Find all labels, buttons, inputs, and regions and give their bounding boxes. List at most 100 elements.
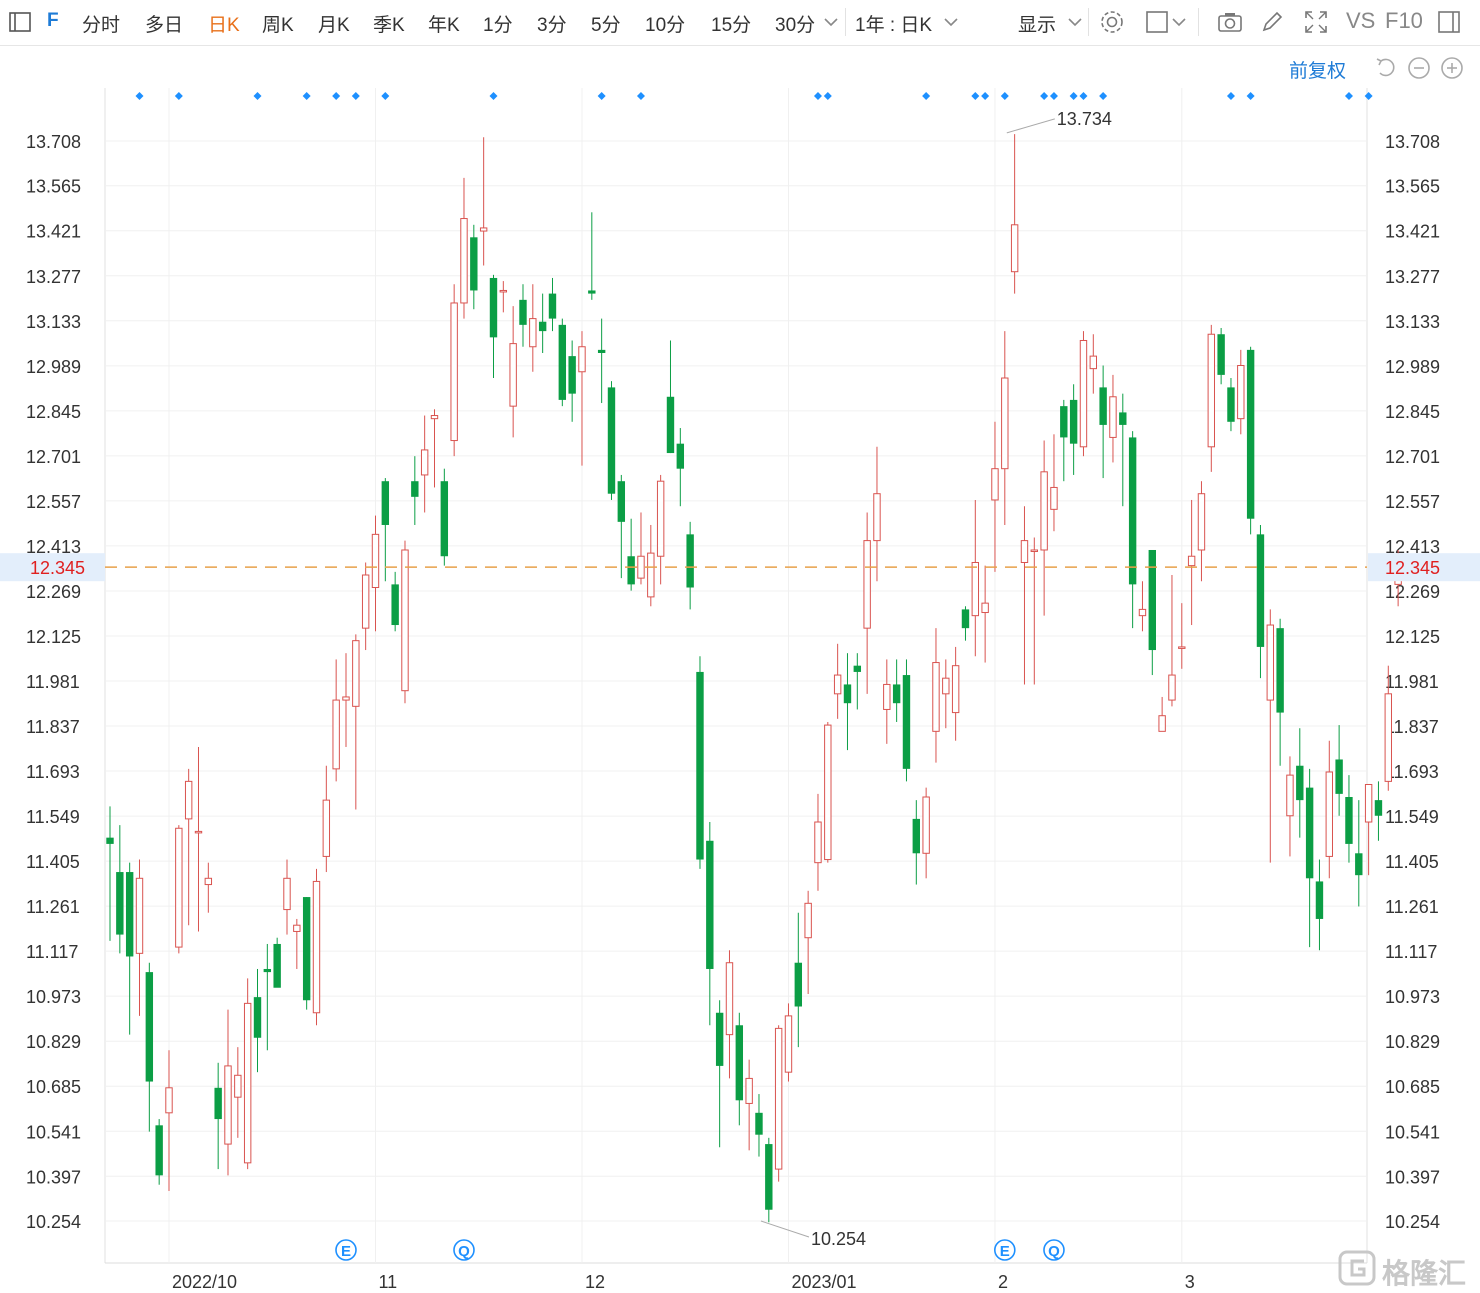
- y-tick-label-right: 10.397: [1385, 1167, 1440, 1187]
- y-tick-label-right: 11.693: [1385, 762, 1439, 782]
- tab-30分[interactable]: 30分: [775, 15, 816, 36]
- x-tick-label: 2023/01: [791, 1272, 856, 1292]
- candle-body: [352, 640, 360, 707]
- pencil-icon[interactable]: [1258, 8, 1286, 36]
- tab-1分[interactable]: 1分: [483, 15, 513, 36]
- y-tick-label-right: 12.557: [1385, 492, 1440, 512]
- candle-body: [892, 684, 901, 704]
- square-toggle-icon[interactable]: [1144, 8, 1172, 36]
- logo-icon: [1338, 1250, 1376, 1286]
- event-marker-icon: [994, 1239, 1016, 1261]
- candle-body: [371, 533, 380, 589]
- watermark-logo: 格隆汇: [1338, 1248, 1478, 1289]
- dividend-marker-icon: [381, 92, 390, 100]
- y-tick-label-right: 10.254: [1385, 1212, 1440, 1232]
- gear-icon[interactable]: [1098, 8, 1126, 36]
- y-tick-label-right: 12.845: [1385, 402, 1440, 422]
- candle-body: [1315, 881, 1324, 919]
- candle-body: [942, 677, 950, 695]
- candle-body: [165, 1087, 173, 1114]
- dividend-marker-icon: [135, 92, 144, 100]
- candle-body: [1187, 555, 1196, 567]
- current-price-label-right: 12.345: [1385, 558, 1440, 578]
- candle-body: [863, 540, 871, 629]
- y-tick-label-left: 11.693: [26, 762, 80, 782]
- f10-button[interactable]: F10: [1385, 8, 1423, 33]
- vs-button[interactable]: VS: [1346, 8, 1376, 33]
- y-tick-label-right: 10.541: [1385, 1122, 1440, 1142]
- tab-5分[interactable]: 5分: [591, 15, 621, 36]
- chevron-down-icon[interactable]: [1066, 10, 1084, 34]
- candle-body: [804, 902, 812, 939]
- candle-body: [686, 534, 694, 588]
- chevron-down-icon[interactable]: [822, 10, 840, 34]
- candle-body: [1276, 628, 1284, 713]
- candle-body: [155, 1125, 163, 1176]
- x-tick-label: 11: [378, 1272, 397, 1292]
- tab-年K[interactable]: 年K: [428, 15, 460, 36]
- candle-body: [499, 289, 508, 293]
- candle-body: [184, 780, 193, 820]
- tab-周K[interactable]: 周K: [262, 15, 294, 36]
- y-tick-label-right: 13.277: [1385, 267, 1440, 287]
- tab-15分[interactable]: 15分: [711, 15, 752, 36]
- tab-3分[interactable]: 3分: [537, 15, 567, 36]
- candle-body: [1099, 387, 1107, 425]
- candle-body: [1138, 608, 1147, 617]
- candle-body: [135, 877, 144, 954]
- tab-日K[interactable]: 日K: [208, 15, 240, 36]
- chevron-down-icon[interactable]: [1170, 10, 1188, 34]
- undo-icon[interactable]: [1374, 56, 1398, 80]
- tab-10分[interactable]: 10分: [645, 15, 686, 36]
- tab-分时[interactable]: 分时: [82, 15, 121, 36]
- y-tick-label-left: 12.413: [26, 537, 81, 557]
- candle-body: [106, 837, 114, 844]
- dividend-marker-icon: [1099, 92, 1108, 100]
- dividend-marker-icon: [636, 92, 645, 100]
- candle-body: [1109, 396, 1117, 438]
- candle-body: [224, 1065, 232, 1145]
- candle-body: [568, 356, 576, 394]
- price-adjust-select[interactable]: 前复权: [1289, 61, 1347, 82]
- candle-body: [1050, 486, 1058, 510]
- y-tick-label-left: 10.397: [26, 1167, 81, 1187]
- candle-body: [1069, 399, 1078, 444]
- candle-body: [971, 561, 980, 617]
- candle-body: [253, 997, 262, 1038]
- candle-body: [873, 493, 881, 542]
- panel-toggle-icon[interactable]: [1436, 8, 1464, 36]
- candle-body: [706, 840, 714, 969]
- candle-body: [696, 671, 704, 860]
- camera-icon[interactable]: [1216, 8, 1244, 36]
- sidebar-toggle-icon[interactable]: [6, 8, 34, 36]
- event-marker-label: Q: [1048, 1243, 1060, 1260]
- fullscreen-icon[interactable]: [1302, 8, 1330, 36]
- candle-body: [548, 293, 557, 319]
- y-tick-label-right: 11.837: [1385, 717, 1439, 737]
- candle-body: [1207, 333, 1215, 448]
- candle-body: [1237, 365, 1245, 420]
- x-tick-label: 12: [585, 1272, 605, 1292]
- candle-body: [361, 574, 370, 629]
- display-select[interactable]: 显示: [1018, 15, 1057, 36]
- tab-月K[interactable]: 月K: [318, 15, 350, 36]
- dividend-marker-icon: [351, 92, 360, 100]
- zoom-out-icon[interactable]: [1407, 56, 1431, 80]
- stock-code[interactable]: F: [47, 10, 59, 31]
- zoom-in-icon[interactable]: [1440, 56, 1464, 80]
- candle-body: [204, 877, 213, 886]
- dividend-marker-icon: [1344, 92, 1353, 100]
- candle-body: [558, 324, 567, 400]
- range-select[interactable]: 1年 : 日K: [855, 15, 933, 36]
- candle-body: [745, 1077, 753, 1104]
- chevron-down-icon[interactable]: [942, 10, 960, 34]
- dividend-marker-icon: [597, 92, 606, 100]
- candle-body: [214, 1087, 222, 1120]
- candle-body: [1266, 624, 1274, 701]
- tab-季K[interactable]: 季K: [373, 15, 405, 36]
- tab-多日[interactable]: 多日: [145, 15, 184, 36]
- max-price-label: 13.734: [1057, 109, 1112, 129]
- candle-body: [774, 1027, 783, 1170]
- x-tick-label: 2: [998, 1272, 1008, 1292]
